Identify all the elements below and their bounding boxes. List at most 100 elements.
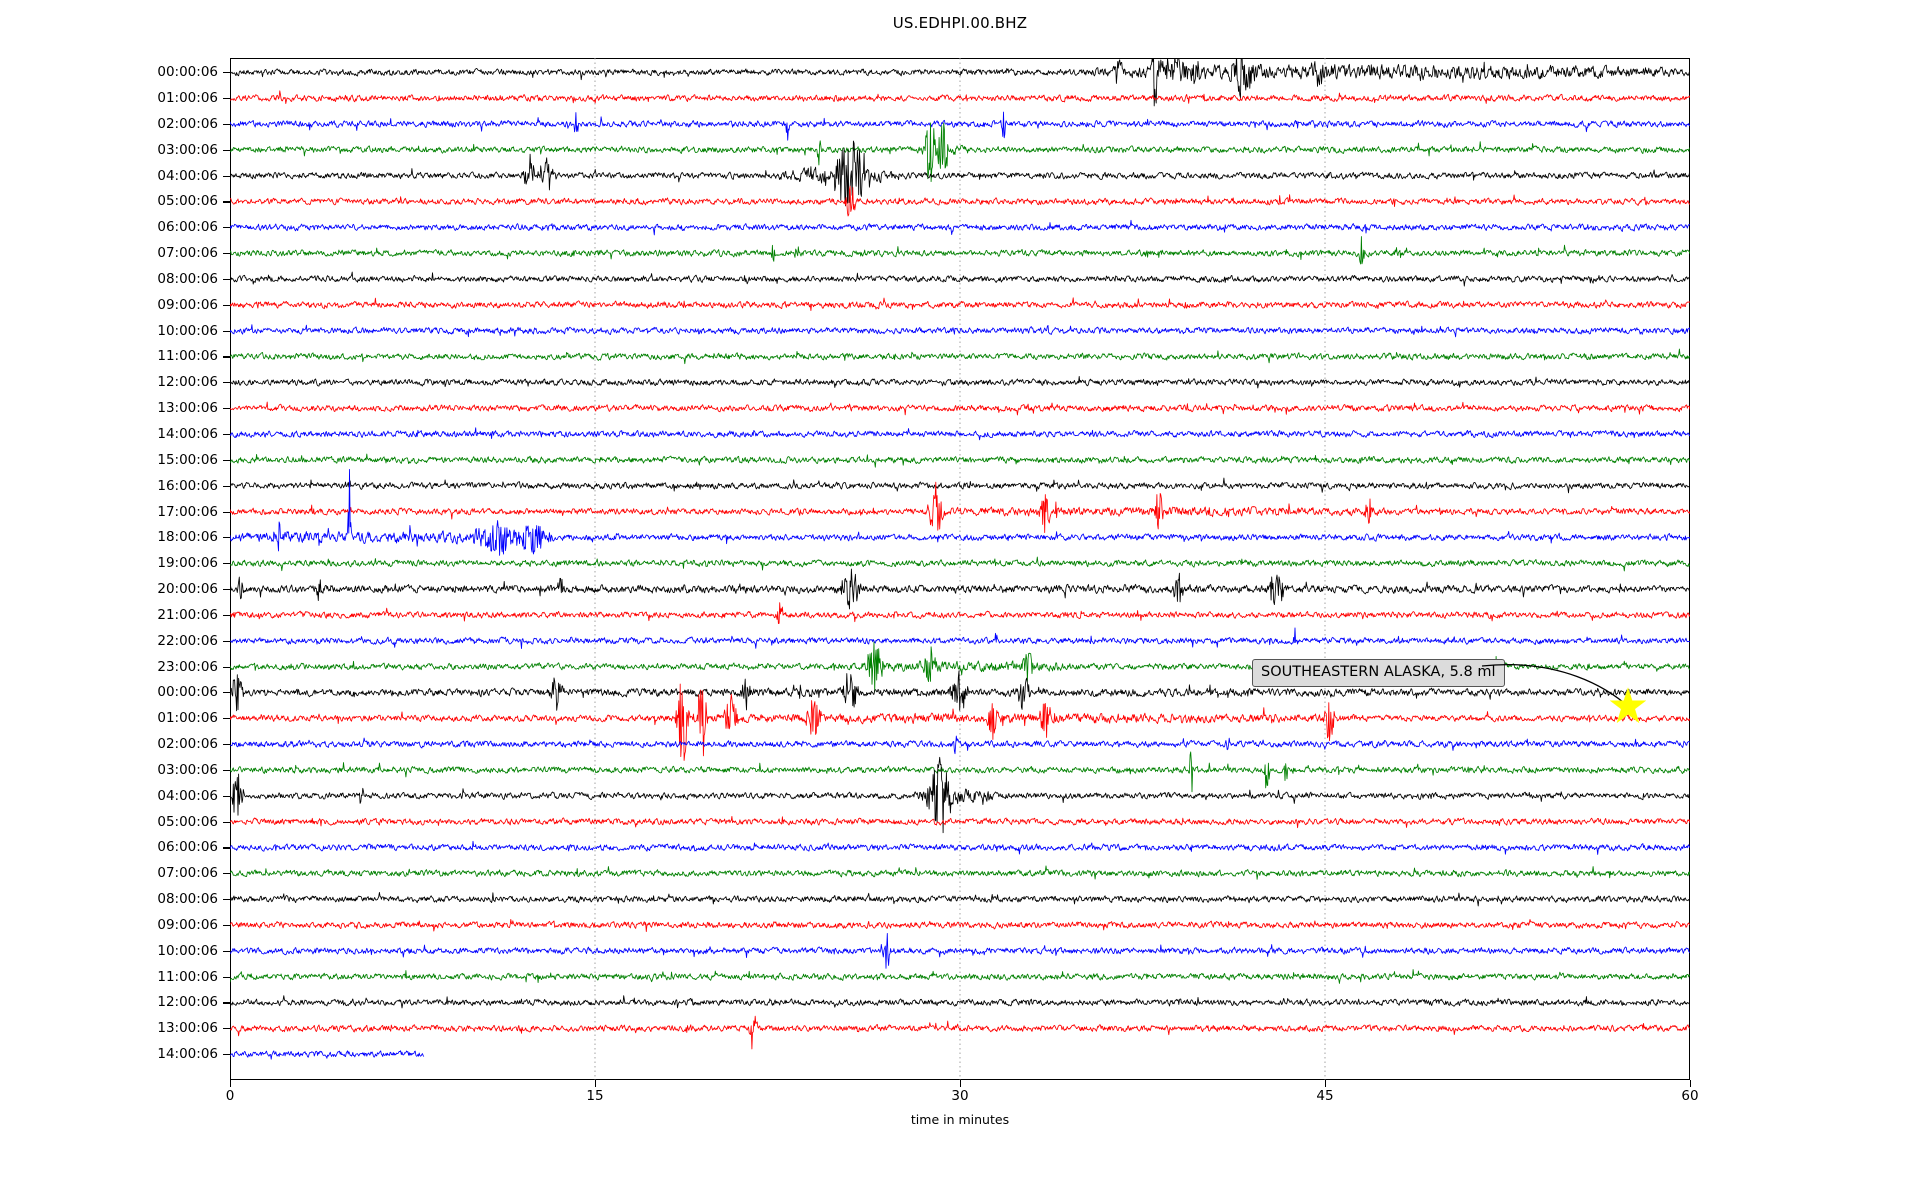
trace-line [230, 995, 1690, 1009]
y-axis-tick-label: 06:00:06 [157, 219, 218, 236]
x-axis-tick-label: 60 [1681, 1088, 1699, 1104]
y-axis-tick-label: 04:00:06 [157, 167, 218, 184]
y-axis-tick-mark [223, 330, 230, 332]
y-axis-tick-label: 09:00:06 [157, 916, 218, 933]
y-axis-tick-label: 02:00:06 [157, 736, 218, 753]
y-axis-tick-label: 01:00:06 [157, 90, 218, 107]
y-axis-tick-label: 02:00:06 [157, 115, 218, 132]
trace-line [230, 481, 1690, 534]
x-axis-tick-label: 30 [951, 1088, 969, 1104]
y-axis-tick-mark [223, 408, 230, 410]
plot-area [230, 58, 1690, 1080]
y-axis-tick-label: 20:00:06 [157, 581, 218, 598]
trace-line [230, 556, 1690, 572]
y-axis-tick-mark [223, 356, 230, 358]
y-axis-tick-label: 10:00:06 [157, 322, 218, 339]
y-axis-tick-mark [223, 899, 230, 901]
y-axis-tick-label: 14:00:06 [157, 1046, 218, 1063]
y-axis-tick-mark [223, 98, 230, 100]
y-axis-tick-label: 21:00:06 [157, 606, 218, 623]
y-axis-tick-label: 12:00:06 [157, 994, 218, 1011]
x-axis-tick-mark [960, 1080, 962, 1087]
y-axis-tick-label: 19:00:06 [157, 555, 218, 572]
y-axis-tick-label: 12:00:06 [157, 374, 218, 391]
x-axis-tick-mark [595, 1080, 597, 1087]
page-title: US.EDHPI.00.BHZ [892, 14, 1028, 32]
y-axis-tick-mark [223, 253, 230, 255]
event-annotation-label: SOUTHEASTERN ALASKA, 5.8 ml [1252, 659, 1505, 687]
y-axis-tick-label: 03:00:06 [157, 761, 218, 778]
trace-line [230, 185, 1690, 217]
trace-line [230, 236, 1690, 265]
trace-line [230, 815, 1690, 829]
y-axis-tick-mark [223, 821, 230, 823]
y-axis-tick-label: 07:00:06 [157, 865, 218, 882]
x-axis-tick-mark [230, 1080, 232, 1087]
y-axis-tick-label: 05:00:06 [157, 193, 218, 210]
trace-line [230, 271, 1690, 287]
y-axis-tick-mark [223, 511, 230, 513]
y-axis-tick-mark [223, 640, 230, 642]
y-axis-tick-mark [223, 459, 230, 461]
trace-line [230, 297, 1690, 312]
y-axis-tick-mark [223, 563, 230, 565]
y-axis-tick-mark [223, 537, 230, 539]
y-axis-tick-label: 08:00:06 [157, 891, 218, 908]
y-axis-tick-label: 03:00:06 [157, 141, 218, 158]
y-axis-tick-label: 17:00:06 [157, 503, 218, 520]
trace-line [230, 840, 1690, 855]
y-axis-tick-label: 13:00:06 [157, 1020, 218, 1037]
y-axis-tick-mark [223, 976, 230, 978]
y-axis-tick-label: 13:00:06 [157, 400, 218, 417]
trace-line [230, 969, 1690, 984]
y-axis-tick-label: 23:00:06 [157, 658, 218, 675]
y-axis-tick-mark [223, 201, 230, 203]
trace-line [230, 735, 1690, 755]
x-axis-label: time in minutes [910, 1112, 1010, 1127]
trace-line [230, 1015, 1690, 1050]
y-axis-tick-label: 05:00:06 [157, 813, 218, 830]
y-axis-tick-mark [223, 1028, 230, 1030]
y-axis-tick-mark [223, 950, 230, 952]
y-axis-tick-label: 09:00:06 [157, 296, 218, 313]
y-axis-tick-mark [223, 1054, 230, 1056]
y-axis-tick-mark [223, 924, 230, 927]
trace-line [230, 918, 1690, 933]
y-axis-tick-label: 07:00:06 [157, 245, 218, 262]
trace-line [230, 670, 1690, 712]
y-axis-tick-mark [223, 278, 230, 281]
trace-line [230, 477, 1690, 494]
x-axis-tick-label: 15 [586, 1088, 604, 1104]
y-axis-tick-label: 11:00:06 [157, 348, 218, 365]
trace-line [230, 58, 1690, 107]
trace-line [230, 324, 1690, 338]
trace-line [230, 468, 1690, 556]
y-axis-tick-label: 01:00:06 [157, 710, 218, 727]
y-axis-tick-label: 10:00:06 [157, 942, 218, 959]
y-axis-tick-label: 14:00:06 [157, 425, 218, 442]
y-axis-tick-mark [223, 227, 230, 229]
y-axis-tick-mark [223, 795, 230, 797]
trace-line [230, 865, 1690, 880]
y-axis-tick-mark [223, 873, 230, 875]
y-axis-tick-label: 11:00:06 [157, 968, 218, 985]
trace-line [230, 348, 1690, 365]
y-axis-tick-label: 15:00:06 [157, 451, 218, 468]
trace-line [230, 756, 1690, 834]
y-axis-tick-label: 08:00:06 [157, 270, 218, 287]
trace-line [230, 401, 1690, 416]
y-axis-tick-label: 16:00:06 [157, 477, 218, 494]
x-axis-tick-mark [1325, 1080, 1327, 1087]
y-axis-tick-mark [223, 692, 230, 694]
y-axis-tick-mark [223, 589, 230, 591]
y-axis-tick-mark [223, 614, 230, 616]
x-axis-tick-mark [1690, 1080, 1692, 1087]
y-axis-tick-mark [223, 304, 230, 306]
y-axis-tick-mark [223, 149, 230, 151]
trace-line [230, 627, 1690, 650]
y-axis-tick-mark [223, 175, 230, 177]
trace-line [230, 427, 1690, 441]
trace-line [230, 453, 1690, 468]
trace-line [230, 111, 1690, 141]
